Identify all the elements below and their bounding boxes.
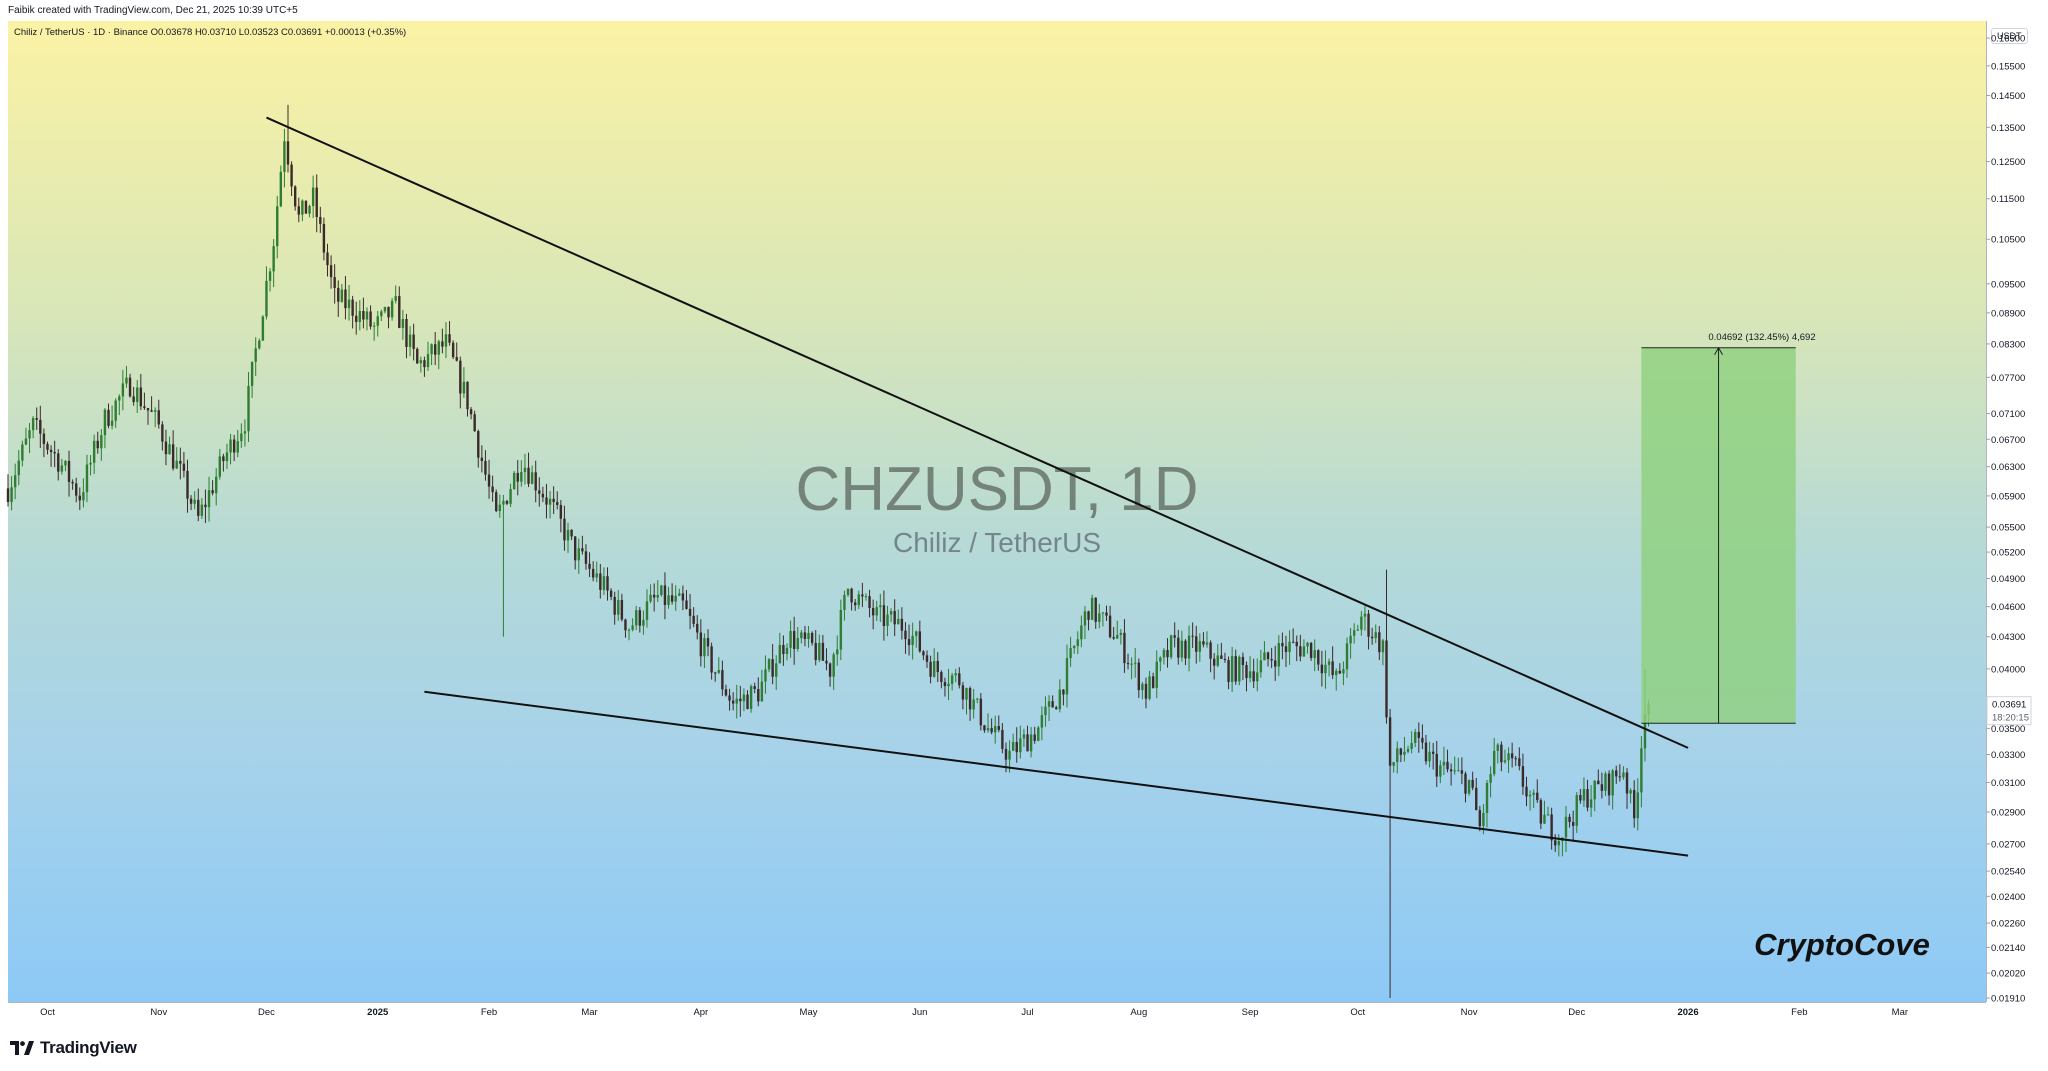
attribution-bar: Faibik created with TradingView.com, Dec… <box>0 0 2048 21</box>
tradingview-logo-icon <box>10 1041 34 1055</box>
price-axis[interactable] <box>1986 21 2048 1002</box>
tradingview-logo[interactable]: TradingView <box>10 1038 137 1058</box>
time-axis[interactable] <box>8 1002 1986 1023</box>
footer <box>0 1022 2048 1071</box>
currency-tag[interactable]: USDT <box>1991 28 2028 44</box>
chart-pane[interactable] <box>8 21 1986 1002</box>
attribution-text: Faibik created with TradingView.com, Dec… <box>8 5 298 16</box>
symbol-ohlc-legend[interactable]: Chiliz / TetherUS · 1D · Binance O0.0367… <box>14 27 407 38</box>
tradingview-logo-text: TradingView <box>40 1038 137 1057</box>
